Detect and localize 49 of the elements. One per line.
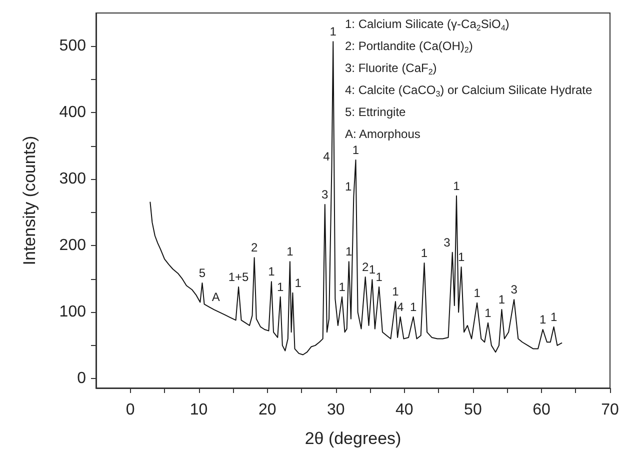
annotation: 1 [410,300,417,314]
annotation: A [212,290,220,304]
y-axis-title: Intensity (counts) [20,136,39,266]
annotation: 3 [444,235,451,250]
x-tick-label: 50 [464,402,482,418]
annotation: 1 [330,24,337,39]
annotation: 1 [277,280,284,294]
annotation: 4 [396,300,404,314]
x-tick-label: 10 [190,402,208,418]
y-tick-label: 500 [59,38,86,55]
annotation: 1 [539,312,546,326]
annotation: 1 [345,180,352,194]
annotation: 1 [268,264,276,279]
x-tick-label: 60 [532,402,550,418]
x-tick-label: 30 [326,402,345,418]
y-tick-label: 300 [59,170,86,188]
x-tick-label: 70 [601,402,619,418]
annotation: 1 [453,178,460,193]
y-tick-label: 400 [59,104,86,122]
annotation: 1 [376,270,383,284]
annotation: 1 [294,276,302,290]
annotation: 1 [338,280,346,294]
annotation: 1 [474,286,481,300]
annotation: 1 [286,244,294,259]
annotation: 1 [368,262,376,277]
annotation: 3 [322,187,329,202]
annotation: 1 [484,306,492,320]
x-axis-title: 2θ (degrees) [304,429,402,448]
y-tick-label: 100 [59,304,86,321]
annotation: 1 [420,246,428,260]
x-tick-label: 20 [258,402,276,418]
annotation: 1 [498,292,506,307]
x-tick-label: 0 [126,402,135,418]
annotation: 1 [352,142,360,157]
annotation: 2 [362,260,369,274]
annotation: 1 [346,244,353,259]
annotation: 5 [198,266,206,280]
y-tick-label: 0 [77,370,86,388]
annotation: 1+5 [228,270,250,284]
annotation: 1 [458,250,465,264]
annotation: 2 [250,240,258,255]
y-tick-label: 200 [59,237,86,254]
annotation: 1 [550,310,558,324]
annotation: 3 [510,282,518,297]
x-tick-label: 40 [396,402,414,418]
annotation: 5: Ettringite [345,105,406,119]
annotation: 1 [392,284,400,299]
annotation: A: Amorphous [345,127,420,141]
annotation: 4 [323,150,330,164]
